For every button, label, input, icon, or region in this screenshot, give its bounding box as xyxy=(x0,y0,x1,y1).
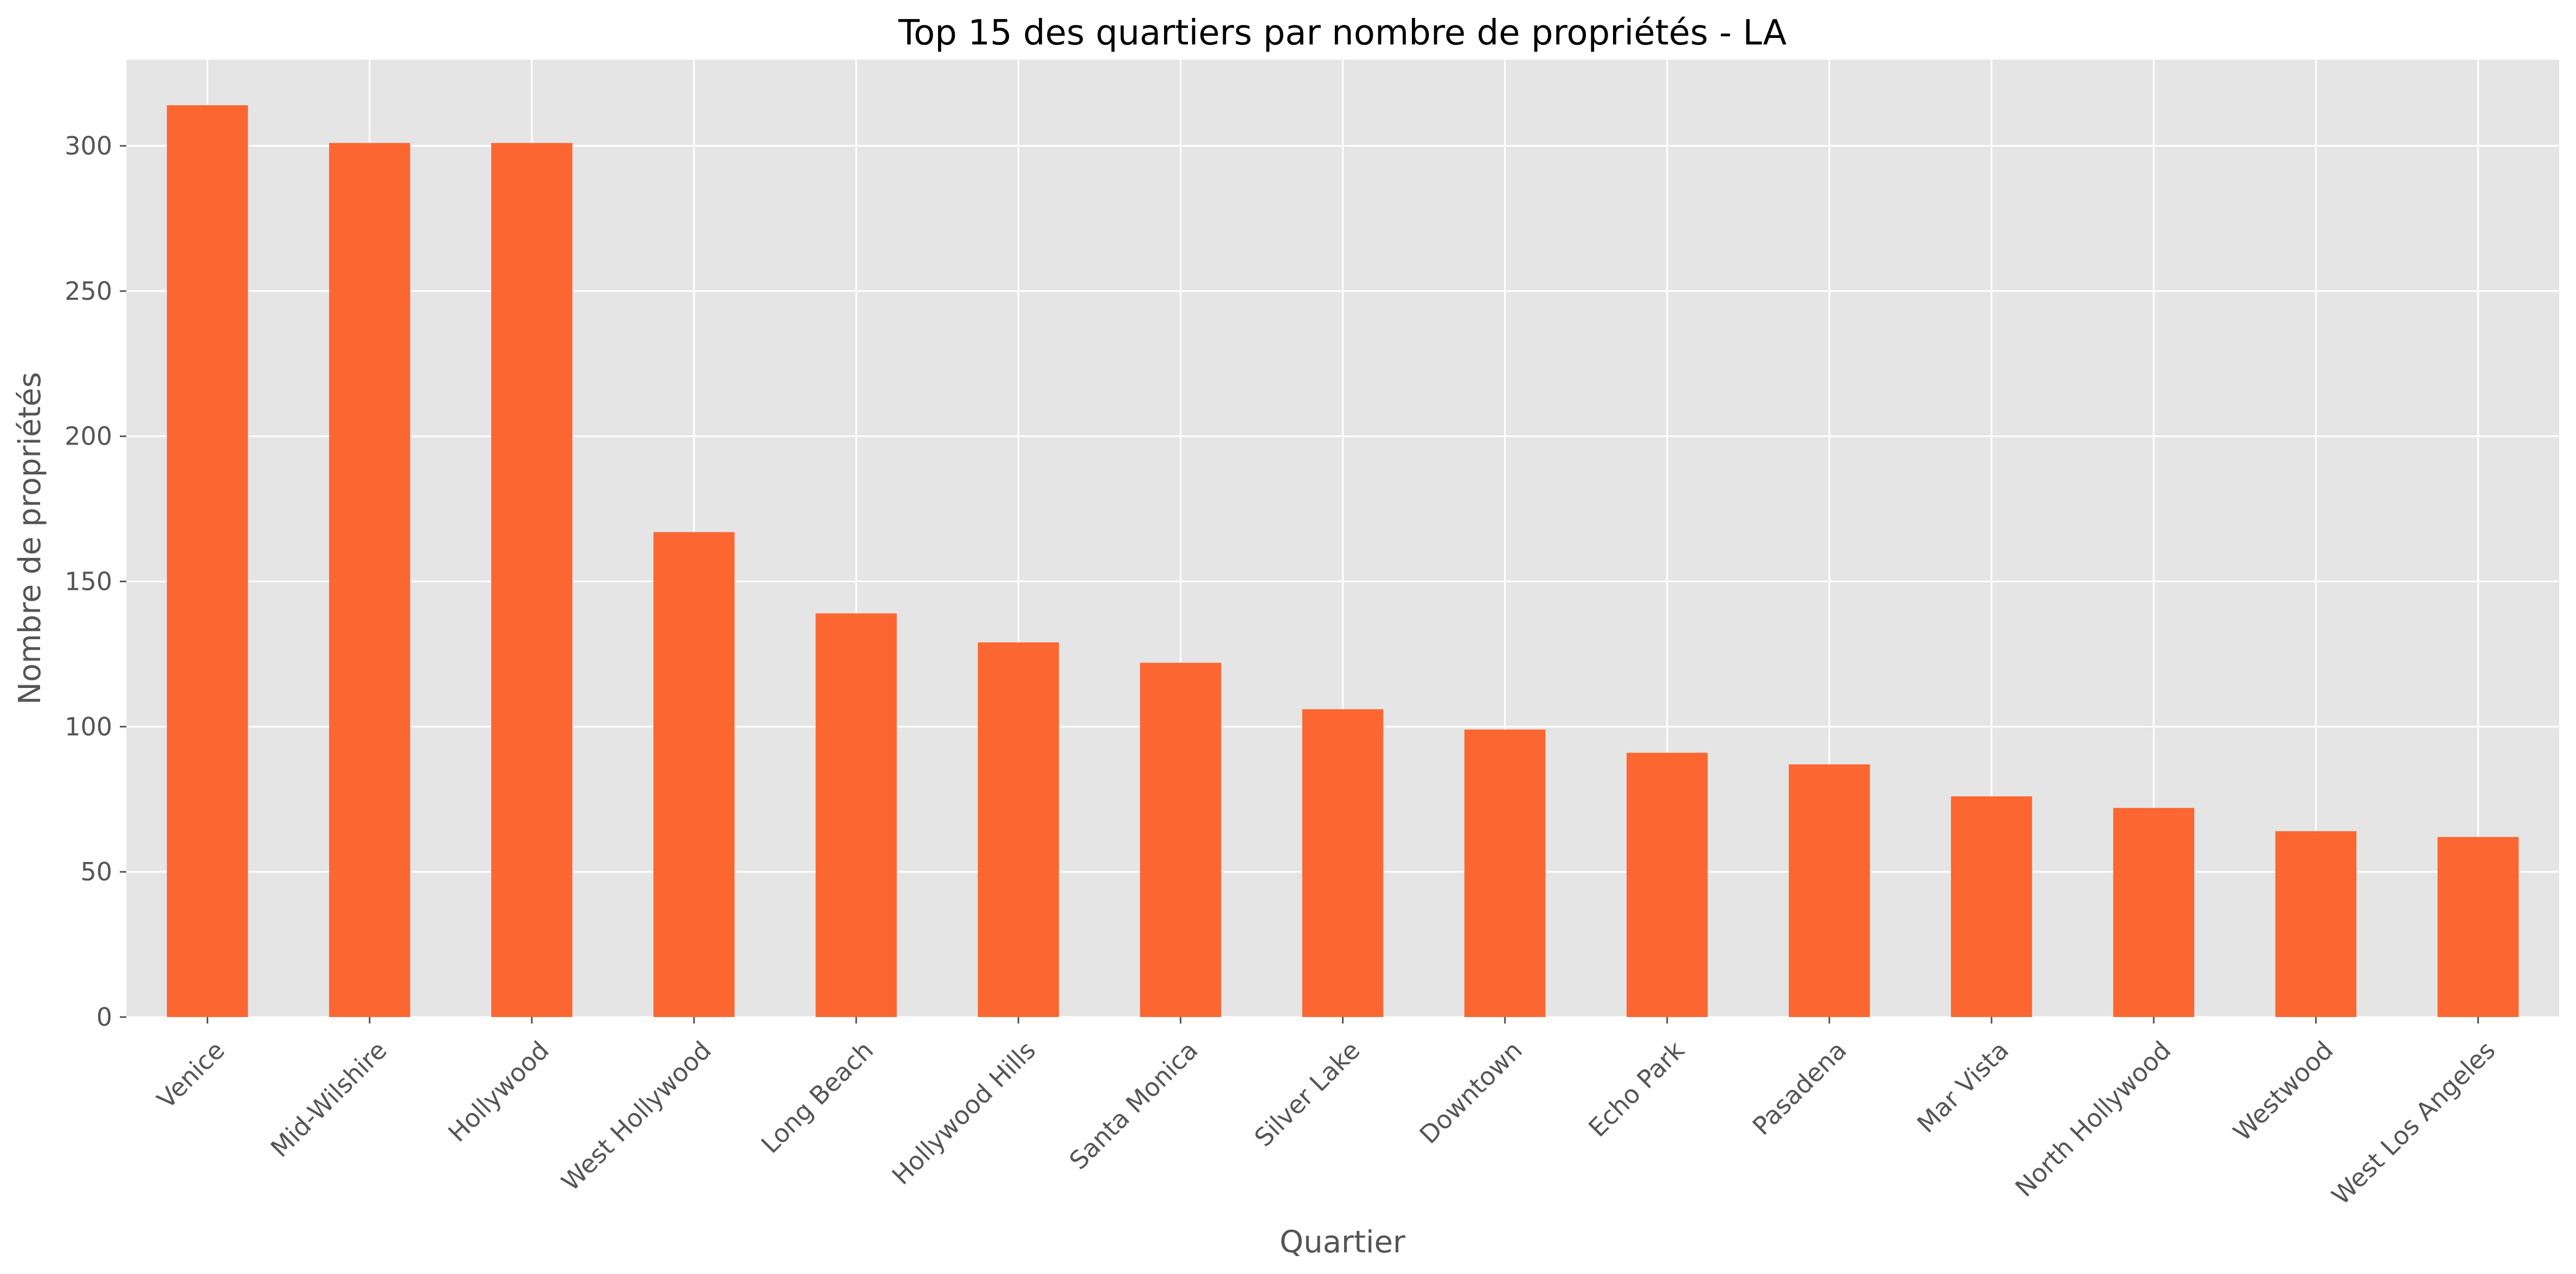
y-tick-label: 150 xyxy=(65,567,112,596)
bar-mar-vista xyxy=(1951,796,2032,1017)
bar-long-beach xyxy=(815,613,897,1017)
x-tick-label: Mar Vista xyxy=(1911,1035,2014,1138)
bar-hollywood xyxy=(491,143,573,1017)
x-tick-label: Venice xyxy=(151,1035,230,1114)
bar-north-hollywood xyxy=(2113,808,2194,1017)
y-tick-label: 200 xyxy=(65,422,112,451)
y-axis: 0 50 100 150 200 250 300 xyxy=(65,131,126,1032)
x-tick-label: North Hollywood xyxy=(2009,1035,2176,1202)
x-tick-label: West Hollywood xyxy=(556,1035,717,1196)
y-tick-label: 300 xyxy=(65,131,112,160)
y-tick-label: 50 xyxy=(80,857,112,886)
x-tick-label: Mid-Wilshire xyxy=(265,1035,393,1163)
x-tick-label: Long Beach xyxy=(755,1035,879,1159)
bar-echo-park xyxy=(1626,752,1708,1017)
x-tick-label: Westwood xyxy=(2227,1035,2339,1147)
x-tick-label: Silver Lake xyxy=(1249,1035,1366,1153)
x-axis-label: Quartier xyxy=(1280,1225,1406,1260)
bar-hollywood-hills xyxy=(978,642,1059,1017)
bar-santa-monica xyxy=(1140,662,1222,1017)
x-tick-label: Echo Park xyxy=(1583,1035,1690,1143)
y-tick-label: 100 xyxy=(65,712,112,741)
y-tick-label: 0 xyxy=(97,1002,112,1032)
x-tick-label: Pasadena xyxy=(1747,1035,1852,1141)
bar-pasadena xyxy=(1789,764,1870,1017)
bar-west-los-angeles xyxy=(2437,837,2519,1017)
y-axis-label: Nombre de propriétés xyxy=(12,372,48,705)
x-axis: Venice Mid-Wilshire Hollywood West Hollywoo… xyxy=(151,1017,2501,1211)
y-tick-label: 250 xyxy=(65,276,112,306)
x-tick-label: Santa Monica xyxy=(1064,1035,1204,1175)
bar-mid-wilshire xyxy=(329,143,410,1017)
bars xyxy=(166,105,2519,1018)
x-tick-label: West Los Angeles xyxy=(2326,1035,2501,1211)
x-tick-label: Downtown xyxy=(1414,1035,1528,1149)
bar-west-hollywood xyxy=(653,532,735,1017)
bar-venice xyxy=(166,105,248,1018)
x-tick-label: Hollywood xyxy=(442,1035,555,1148)
bar-downtown xyxy=(1464,729,1546,1017)
x-tick-label: Hollywood Hills xyxy=(886,1035,1042,1191)
bar-silver-lake xyxy=(1302,709,1384,1017)
bar-westwood xyxy=(2275,831,2357,1017)
chart-title: Top 15 des quartiers par nombre de propr… xyxy=(898,13,1787,53)
